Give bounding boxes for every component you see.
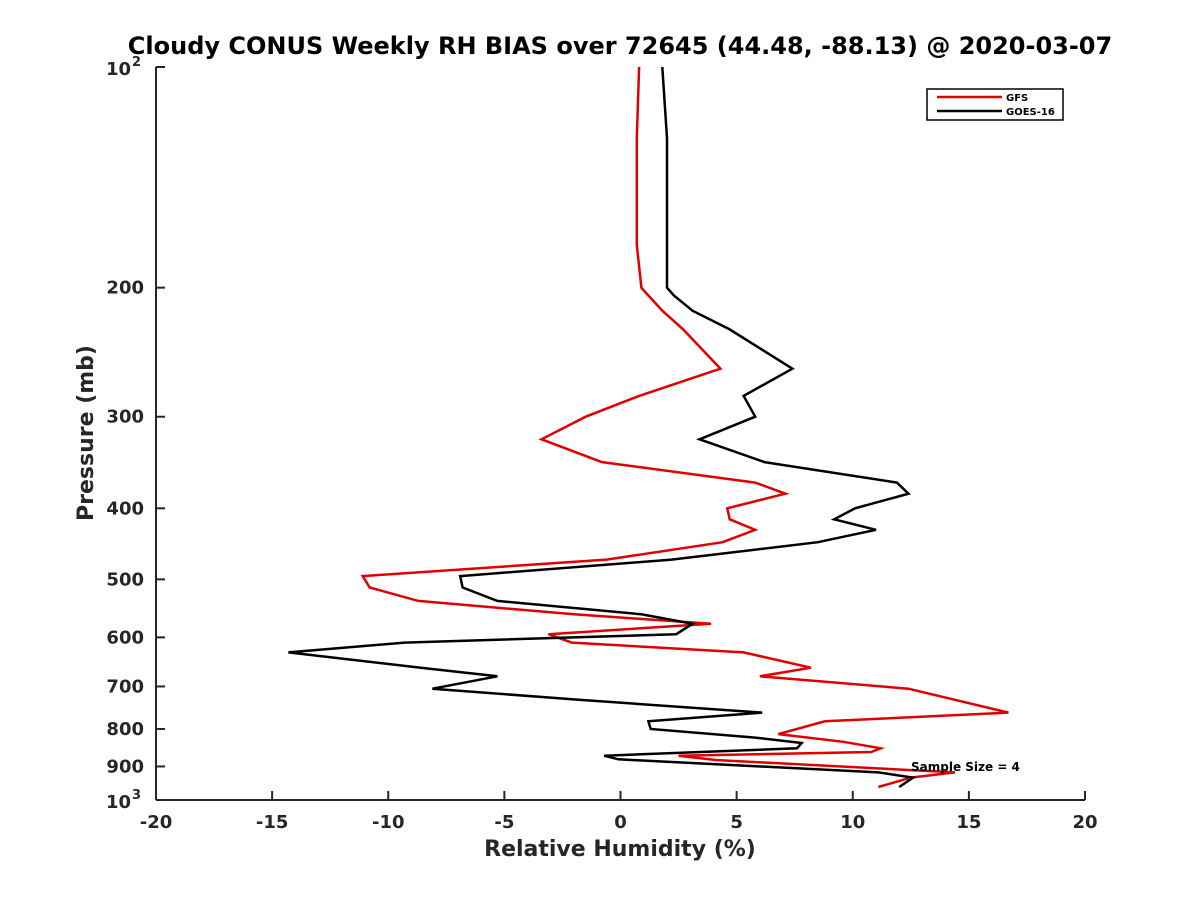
x-axis-label: Relative Humidity (%): [484, 837, 756, 862]
x-tick-label: -15: [256, 812, 289, 833]
chart-title: Cloudy CONUS Weekly RH BIAS over 72645 (…: [128, 32, 1112, 60]
sample-size-annotation: Sample Size = 4: [911, 760, 1020, 774]
legend-box: [926, 88, 1064, 121]
series-line-gfs: [360, 66, 1009, 789]
x-tick-label: 0: [614, 812, 627, 833]
y-tick-label: 600: [106, 627, 144, 648]
y-axis-label: Pressure (mb): [74, 345, 99, 521]
y-tick-label: 800: [106, 719, 144, 740]
y-tick-label-exponent: 3: [132, 788, 141, 803]
x-tick-label: -10: [372, 812, 405, 833]
y-tick-label: 200: [106, 278, 144, 299]
plot-area: [156, 67, 1085, 800]
y-tick-label: 500: [106, 569, 144, 590]
y-tick-label-exponent: 2: [132, 55, 141, 70]
x-tick-label: 5: [730, 812, 743, 833]
x-tick-label: 10: [840, 812, 865, 833]
y-tick-label-base: 10: [106, 792, 131, 813]
y-tick-label: 900: [106, 756, 144, 777]
series-layer: [288, 66, 1009, 789]
x-tick-label: -20: [140, 812, 173, 833]
legend-label-gfs: GFS: [1006, 93, 1028, 104]
x-tick-label: 15: [956, 812, 981, 833]
legend-label-goes16: GOES-16: [1006, 107, 1055, 118]
y-tick-label: 700: [106, 676, 144, 697]
x-tick-label: 20: [1072, 812, 1097, 833]
x-tick-label: -5: [494, 812, 514, 833]
y-tick-label: 300: [106, 407, 144, 428]
y-tick-label-base: 10: [106, 59, 131, 80]
series-line-goes16: [288, 66, 917, 789]
y-tick-label: 400: [106, 498, 144, 519]
legend: GFS GOES-16: [926, 88, 1064, 121]
